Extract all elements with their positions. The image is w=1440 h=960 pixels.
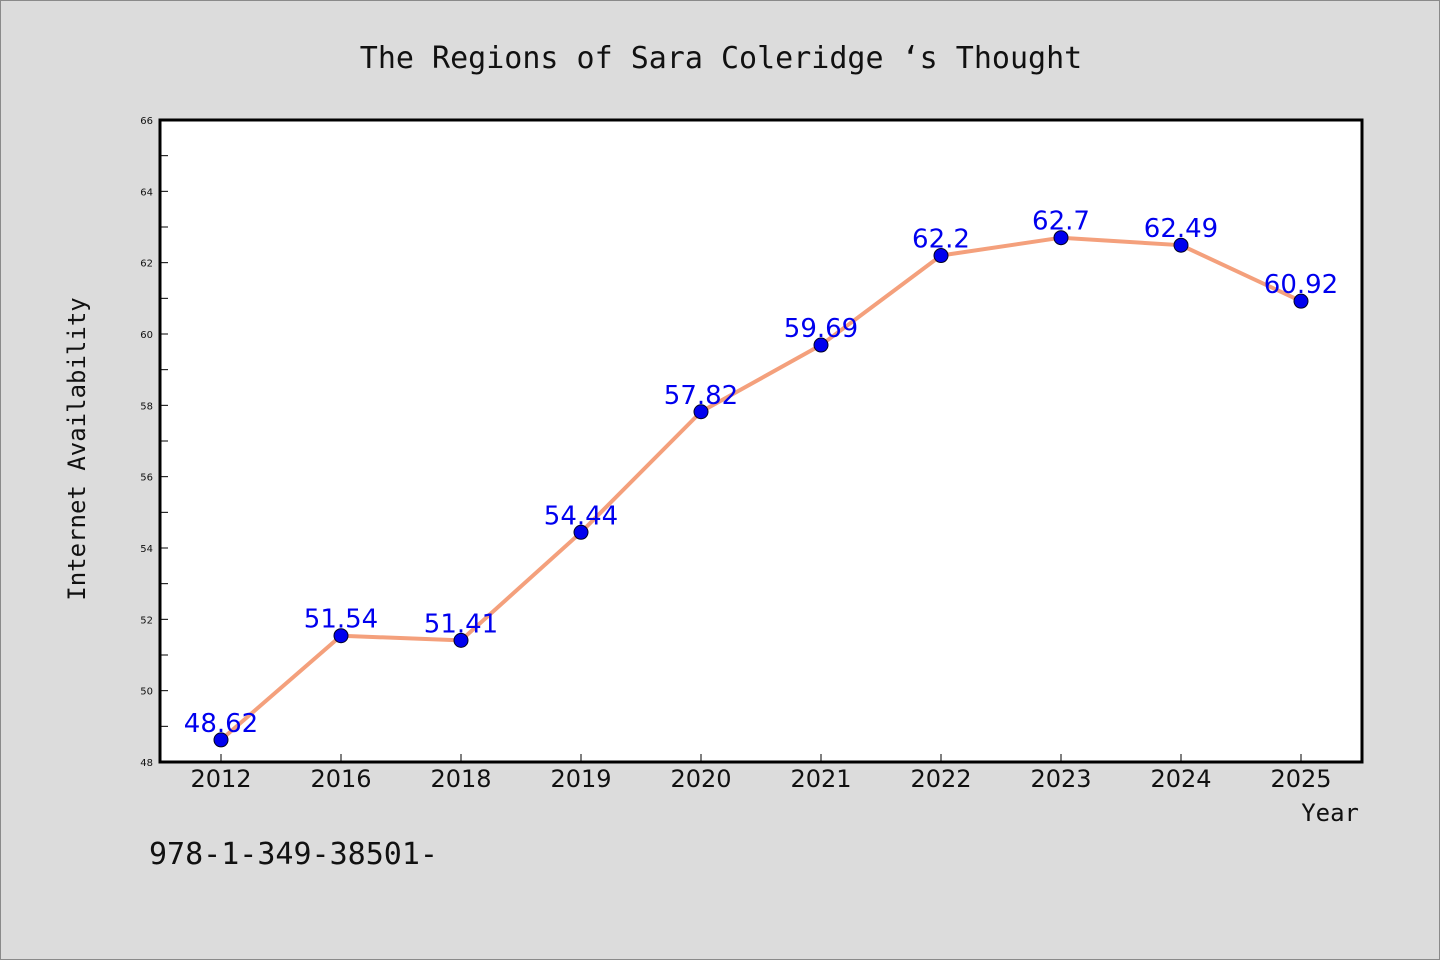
- data-point: [1053, 230, 1069, 246]
- data-point: [213, 732, 229, 748]
- data-label: 60.92: [1264, 270, 1338, 300]
- y-tick-label: 62: [140, 259, 153, 270]
- data-point: [933, 248, 949, 264]
- data-labels: 48.62 51.54 51.41 54.44 57.82 59.69 62.2 62.7 62…: [184, 207, 1338, 739]
- y-tick-label: 54: [140, 544, 153, 555]
- y-tick-label: 58: [140, 401, 153, 412]
- chart-title: The Regions of Sara Coleridge ‘s Thought: [360, 41, 1082, 76]
- data-label: 54.44: [544, 501, 618, 531]
- series-layer: [213, 230, 1309, 748]
- x-axis: 2012 2016 2018 2019 2020 2021 2022 2023 2024 2025: [190, 754, 1332, 793]
- x-tick-label: 2018: [430, 765, 491, 793]
- data-label: 62.7: [1032, 207, 1090, 237]
- data-point: [453, 632, 469, 648]
- x-tick-label: 2016: [310, 765, 371, 793]
- data-point: [1293, 293, 1309, 309]
- series-line: [219, 235, 1303, 742]
- y-tick-label: 50: [140, 687, 153, 698]
- data-label: 51.54: [304, 605, 378, 635]
- y-tick-label: 52: [140, 615, 153, 626]
- isbn-footer: 978-1-349-38501-: [149, 837, 438, 872]
- x-tick-label: 2023: [1030, 765, 1091, 793]
- y-axis-label: Internet Availability: [63, 297, 91, 600]
- x-tick-label: 2021: [790, 765, 851, 793]
- x-tick-label: 2012: [190, 765, 251, 793]
- y-tick-label: 66: [140, 116, 153, 127]
- data-label: 48.62: [184, 709, 258, 739]
- data-point: [813, 337, 829, 353]
- data-label: 51.41: [424, 609, 498, 639]
- data-point: [333, 628, 349, 644]
- y-tick-label: 60: [140, 330, 153, 341]
- x-axis-label: Year: [1301, 799, 1359, 827]
- data-label: 59.69: [784, 314, 858, 344]
- data-point: [573, 524, 589, 540]
- y-tick-label: 56: [140, 473, 153, 484]
- y-axis: 48 50 52 54 56 58 60 62 64 66: [140, 116, 168, 769]
- x-tick-label: 2024: [1150, 765, 1211, 793]
- data-label: 62.2: [912, 225, 970, 255]
- x-tick-label: 2020: [670, 765, 731, 793]
- data-label: 62.49: [1144, 214, 1218, 244]
- data-label: 57.82: [664, 381, 738, 411]
- x-tick-label: 2022: [910, 765, 971, 793]
- plot-area: [158, 118, 1364, 764]
- y-tick-label: 64: [140, 187, 153, 198]
- x-tick-label: 2025: [1270, 765, 1331, 793]
- data-point: [1173, 237, 1189, 253]
- y-tick-label: 48: [140, 758, 153, 769]
- data-point: [693, 404, 709, 420]
- x-tick-label: 2019: [550, 765, 611, 793]
